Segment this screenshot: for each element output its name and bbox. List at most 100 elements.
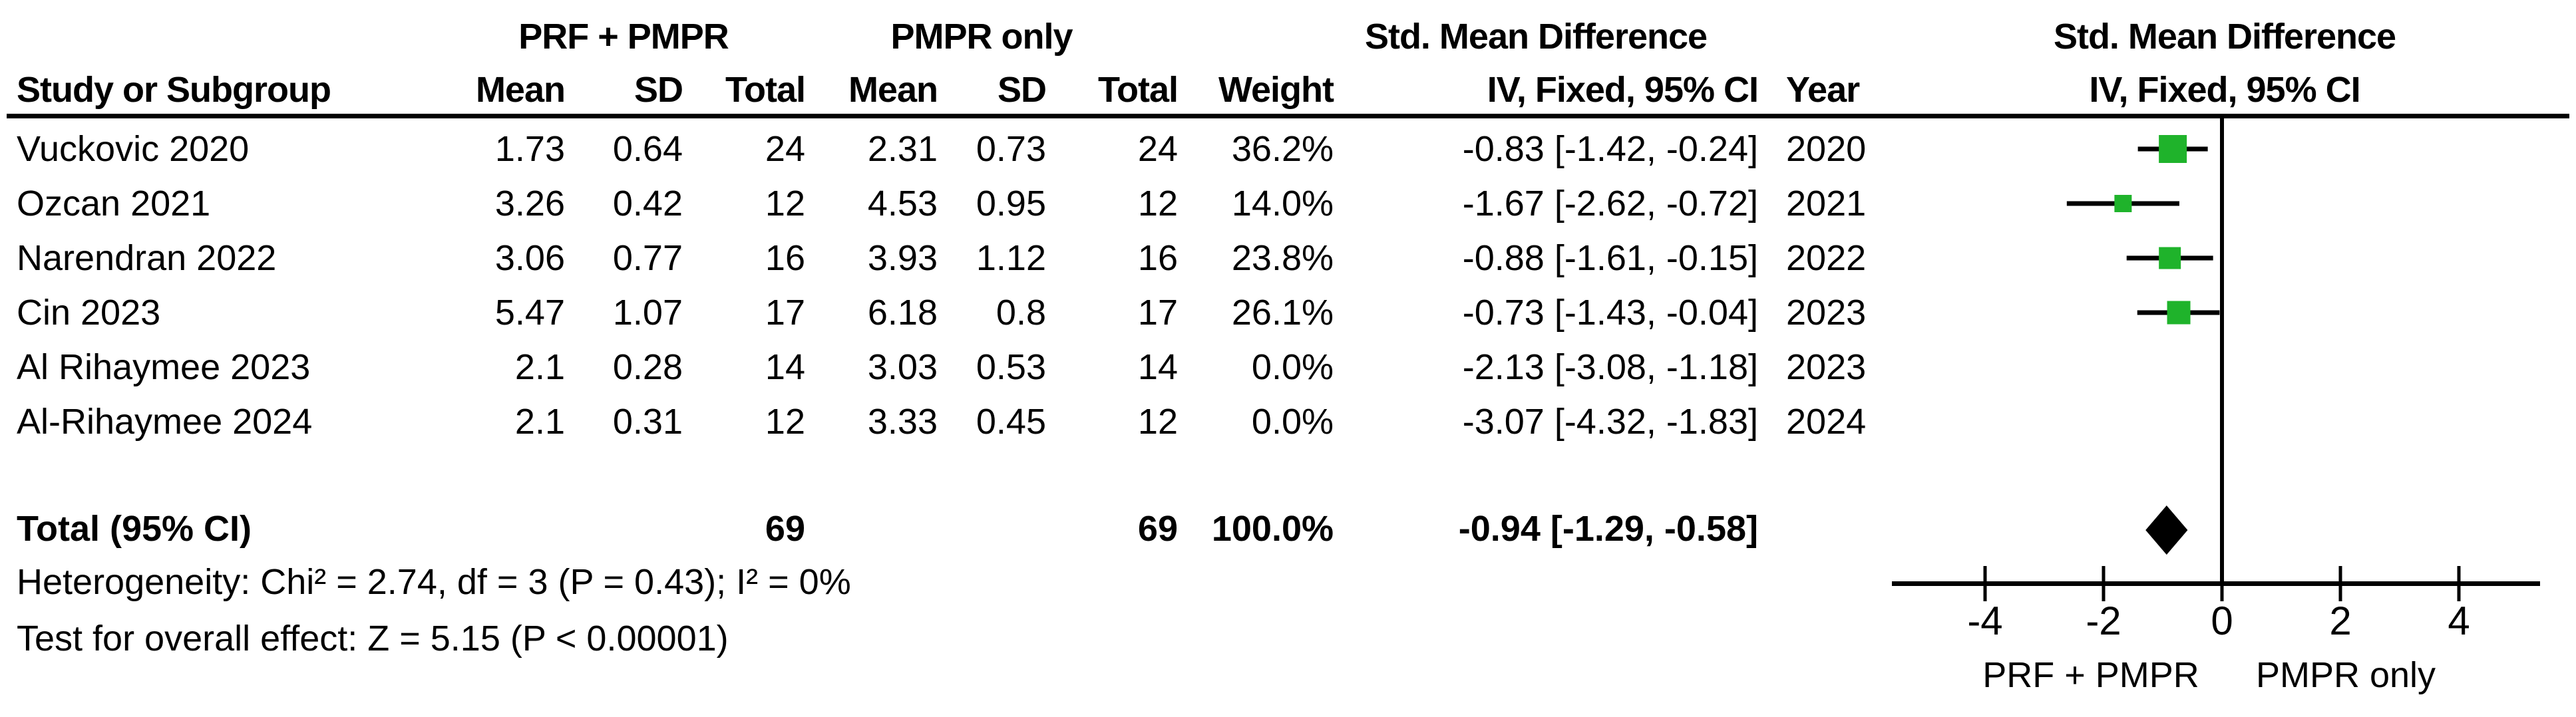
total2-value: 12 (1137, 184, 1178, 223)
year-value: 2024 (1786, 402, 1867, 442)
weight-value: 36.2% (1231, 129, 1334, 169)
mean1-value: 3.06 (494, 238, 565, 278)
sd1-value: 1.07 (612, 293, 683, 333)
sd2-value: 0.73 (976, 129, 1046, 169)
sd1-value: 0.64 (612, 129, 683, 169)
axis-left-label: PRF + PMPR (1982, 655, 2199, 695)
total2-value: 24 (1137, 129, 1178, 169)
weight-value: 0.0% (1251, 402, 1334, 442)
total1-value: 12 (765, 402, 805, 442)
mean2-value: 3.33 (867, 402, 938, 442)
study-name: Ozcan 2021 (17, 184, 211, 223)
total2-value: 17 (1137, 293, 1178, 333)
axis-tick-label: 4 (2448, 599, 2470, 643)
sd2-value: 0.95 (976, 184, 1046, 223)
total-n1: 69 (765, 509, 805, 549)
smd-header-plot: Std. Mean Difference (2053, 17, 2396, 57)
total2-value: 16 (1137, 238, 1178, 278)
axis-tick (2102, 566, 2106, 601)
sd2-value: 0.53 (976, 347, 1046, 387)
axis-right-label: PMPR only (2255, 655, 2436, 695)
mean1-value: 2.1 (514, 402, 565, 442)
col-mean1: Mean (475, 70, 566, 110)
sd1-value: 0.77 (612, 238, 683, 278)
axis-tick (1983, 566, 1987, 601)
axis-tick (2220, 566, 2224, 601)
total2-value: 12 (1137, 402, 1178, 442)
mean2-value: 3.03 (867, 347, 938, 387)
year-value: 2023 (1786, 347, 1867, 387)
total1-value: 16 (765, 238, 805, 278)
sd1-value: 0.42 (612, 184, 683, 223)
axis-tick-label: 0 (2211, 599, 2233, 643)
column-header-row: Study or Subgroup Mean SD Total Mean SD … (0, 63, 2576, 117)
col-method: IV, Fixed, 95% CI (1487, 70, 1759, 110)
total-weight: 100.0% (1211, 509, 1334, 549)
heterogeneity-text: Heterogeneity: Chi² = 2.74, df = 3 (P = … (17, 562, 851, 602)
sd2-value: 1.12 (976, 238, 1046, 278)
sd2-value: 0.45 (976, 402, 1046, 442)
weight-value: 0.0% (1251, 347, 1334, 387)
mean2-value: 3.93 (867, 238, 938, 278)
smd-header-left: Std. Mean Difference (1364, 17, 1708, 57)
col-sd1: SD (634, 70, 683, 110)
year-value: 2021 (1786, 184, 1867, 223)
mean2-value: 2.31 (867, 129, 938, 169)
total-row: Total (95% CI) 69 69 100.0% -0.94 [-1.29… (0, 502, 2576, 556)
total1-value: 14 (765, 347, 805, 387)
table-row: Cin 2023 5.47 1.07 17 6.18 0.8 17 26.1% … (0, 285, 2576, 340)
mean2-value: 4.53 (867, 184, 938, 223)
mean2-value: 6.18 (867, 293, 938, 333)
total1-value: 17 (765, 293, 805, 333)
mean1-value: 2.1 (514, 347, 565, 387)
ci-value: -0.73 [-1.43, -0.04] (1462, 293, 1758, 333)
total-ci: -0.94 [-1.29, -0.58] (1458, 509, 1758, 549)
x-axis-line (1892, 581, 2540, 586)
year-value: 2023 (1786, 293, 1867, 333)
axis-tick-label: 2 (2329, 599, 2352, 643)
weight-value: 26.1% (1231, 293, 1334, 333)
axis-tick (2338, 566, 2342, 601)
axis-tick (2457, 566, 2461, 601)
sd2-value: 0.8 (996, 293, 1046, 333)
col-mean2: Mean (848, 70, 938, 110)
weight-value: 14.0% (1231, 184, 1334, 223)
table-row: Narendran 2022 3.06 0.77 16 3.93 1.12 16… (0, 231, 2576, 285)
axis-tick-label: -4 (1967, 599, 2003, 643)
total-n2: 69 (1137, 509, 1178, 549)
col-weight: Weight (1218, 70, 1334, 110)
table-row: Vuckovic 2020 1.73 0.64 24 2.31 0.73 24 … (0, 122, 2576, 176)
total1-value: 12 (765, 184, 805, 223)
weight-value: 23.8% (1231, 238, 1334, 278)
total2-value: 14 (1137, 347, 1178, 387)
axis-tick-label: -2 (2086, 599, 2121, 643)
study-name: Al Rihaymee 2023 (17, 347, 311, 387)
ci-value: -0.88 [-1.61, -0.15] (1462, 238, 1758, 278)
col-total2: Total (1098, 70, 1179, 110)
sd1-value: 0.28 (612, 347, 683, 387)
total1-value: 24 (765, 129, 805, 169)
ci-value: -0.83 [-1.42, -0.24] (1462, 129, 1758, 169)
table-row: Ozcan 2021 3.26 0.42 12 4.53 0.95 12 14.… (0, 176, 2576, 231)
mean1-value: 1.73 (494, 129, 565, 169)
group1-header: PRF + PMPR (518, 17, 729, 57)
total-label: Total (95% CI) (17, 509, 252, 549)
study-name: Vuckovic 2020 (17, 129, 250, 169)
col-study: Study or Subgroup (17, 70, 331, 110)
col-total1: Total (725, 70, 806, 110)
mean1-value: 5.47 (494, 293, 565, 333)
year-value: 2020 (1786, 129, 1867, 169)
col-year: Year (1786, 70, 1860, 110)
sd1-value: 0.31 (612, 402, 683, 442)
table-row: Al Rihaymee 2023 2.1 0.28 14 3.03 0.53 1… (0, 340, 2576, 394)
year-value: 2022 (1786, 238, 1867, 278)
overall-effect-text: Test for overall effect: Z = 5.15 (P < 0… (17, 619, 729, 658)
study-name: Al-Rihaymee 2024 (17, 402, 313, 442)
group2-header: PMPR only (890, 17, 1073, 57)
ci-value: -1.67 [-2.62, -0.72] (1462, 184, 1758, 223)
col-method-plot: IV, Fixed, 95% CI (2089, 70, 2360, 110)
col-sd2: SD (997, 70, 1047, 110)
study-name: Cin 2023 (17, 293, 161, 333)
ci-value: -3.07 [-4.32, -1.83] (1462, 402, 1758, 442)
